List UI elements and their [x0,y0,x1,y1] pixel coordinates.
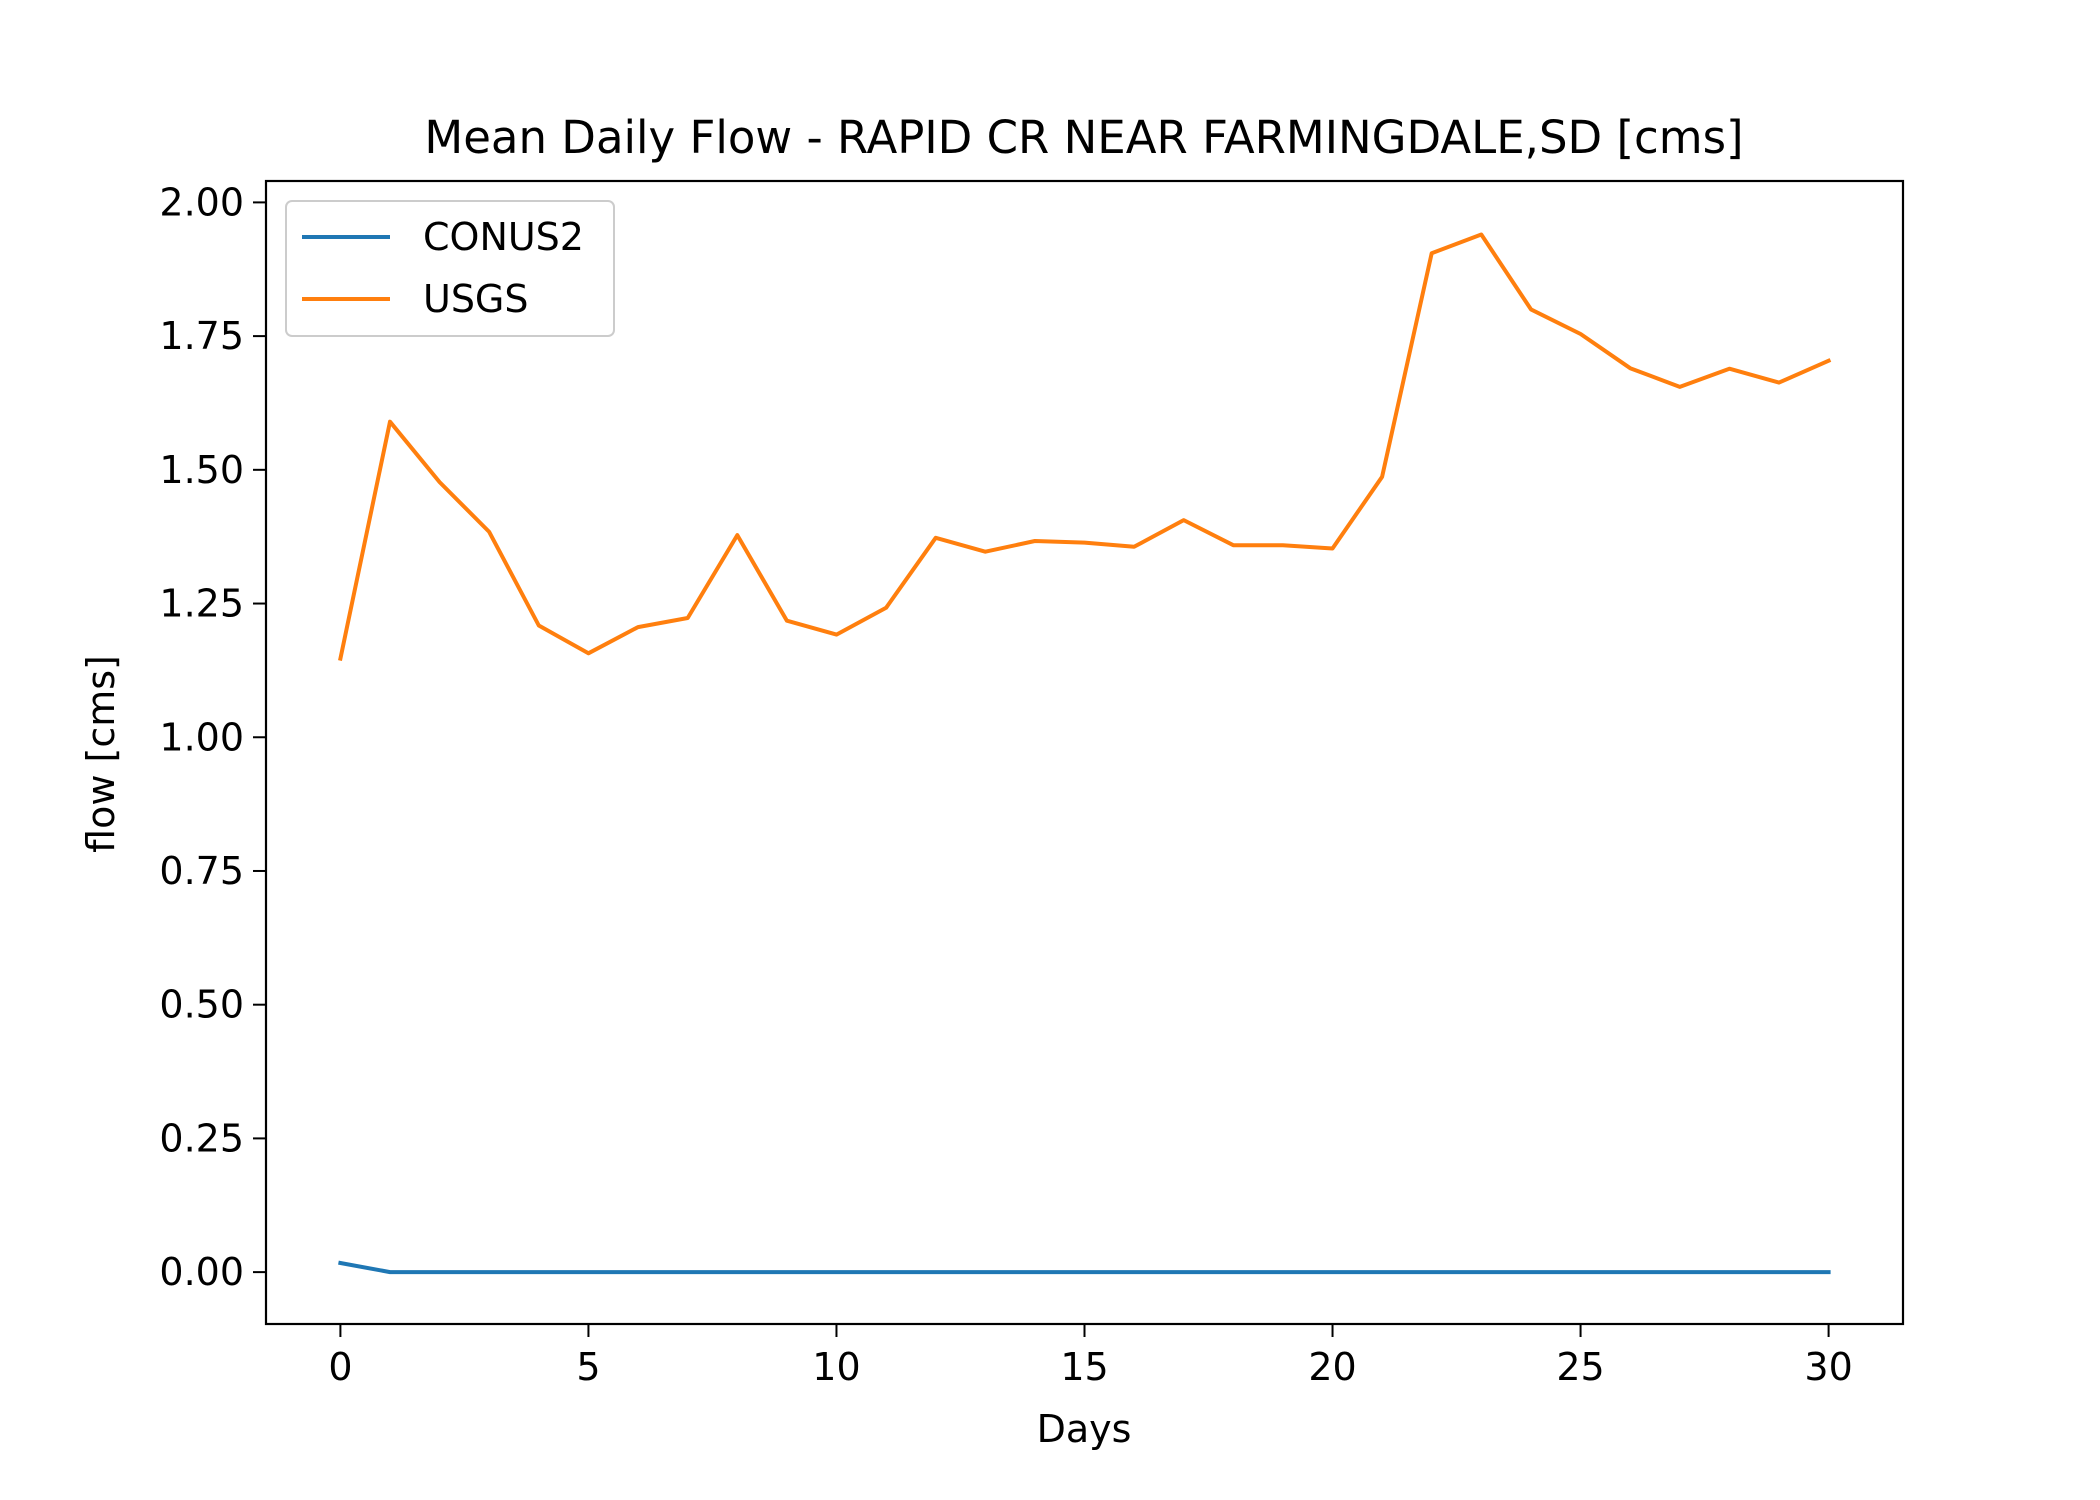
x-tick-label: 25 [1556,1345,1604,1389]
plot-area [338,232,1832,1275]
y-tick-label: 1.00 [159,715,244,759]
y-axis: 0.00 0.25 0.50 0.75 1.00 1.25 1.50 1.75 2.00 [159,180,266,1294]
legend-label-conus2: CONUS2 [423,215,584,259]
y-tick-label: 2.00 [159,180,244,224]
y-tick-label: 1.75 [159,314,244,358]
y-tick-label: 1.50 [159,448,244,492]
plot-frame [264,179,1905,1326]
y-tick-label: 0.50 [159,983,244,1027]
legend-label-usgs: USGS [423,277,529,321]
x-tick-label: 0 [328,1345,352,1389]
series-line-conus2 [338,1260,1831,1275]
y-tick-label: 0.75 [159,849,244,893]
x-axis-label: Days [1037,1407,1132,1451]
x-tick-label: 15 [1060,1345,1108,1389]
y-tick-label: 1.25 [159,582,244,626]
y-tick-label: 0.25 [159,1116,244,1160]
y-tick-label: 0.00 [159,1250,244,1294]
x-tick-label: 20 [1308,1345,1356,1389]
y-axis-label: flow [cms] [79,655,123,853]
series-line-usgs [338,232,1832,661]
x-tick-label: 5 [576,1345,600,1389]
x-axis: 0 5 10 15 20 25 30 [328,1324,1853,1389]
legend-box [285,200,615,337]
legend: CONUS2 USGS [285,200,615,337]
x-tick-label: 10 [812,1345,860,1389]
x-tick-label: 30 [1804,1345,1852,1389]
chart-title: Mean Daily Flow - RAPID CR NEAR FARMINGD… [424,111,1743,164]
